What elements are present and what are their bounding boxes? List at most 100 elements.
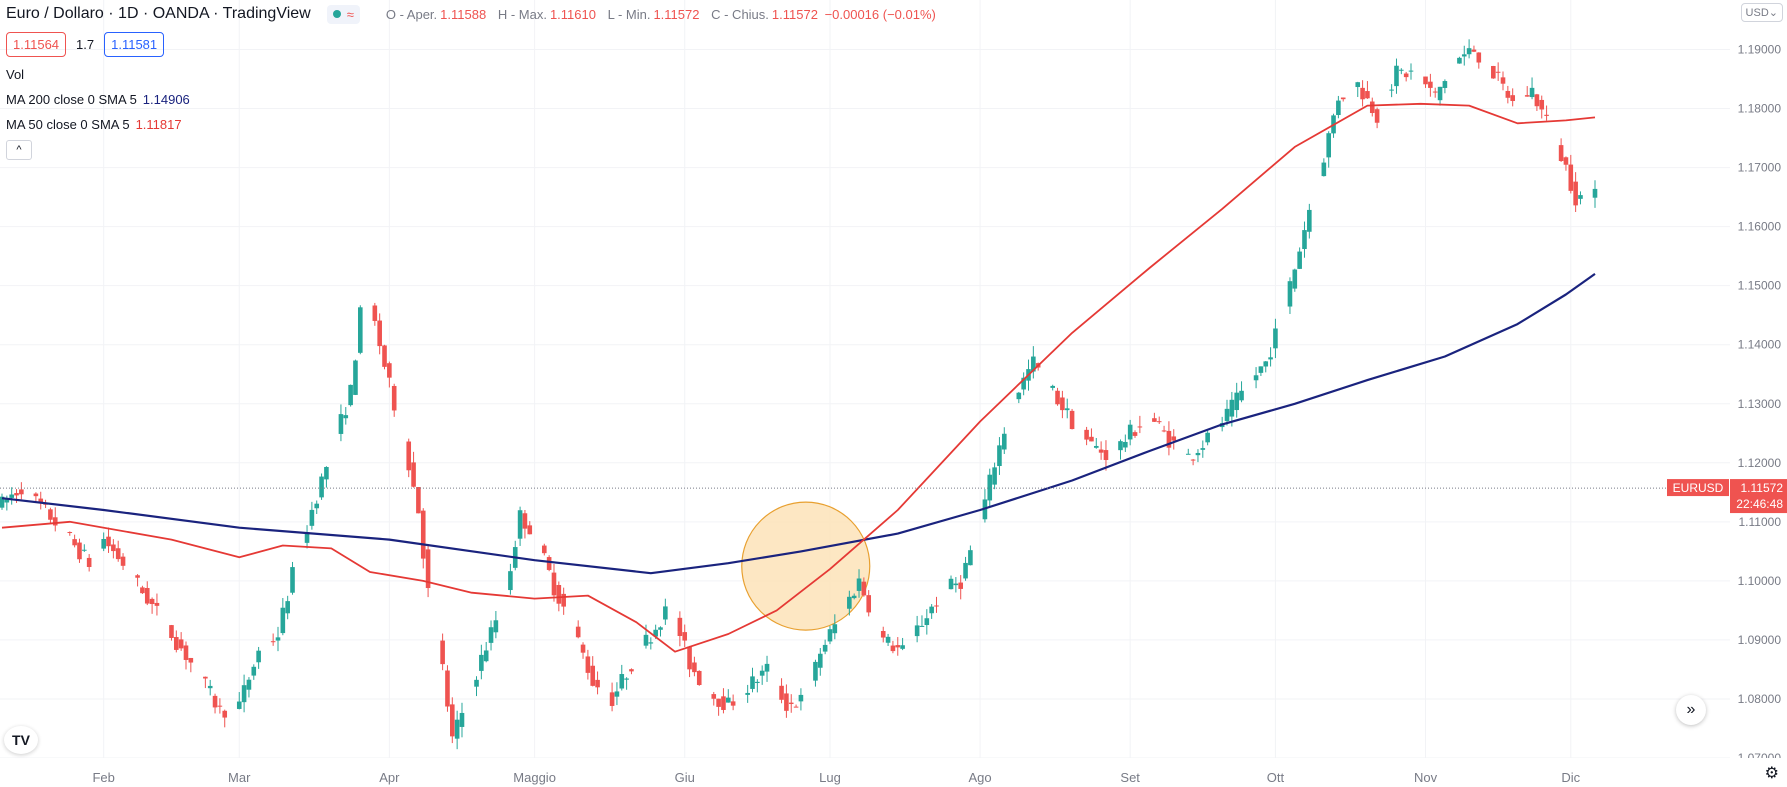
price-tick-label: 1.15000 bbox=[1738, 279, 1782, 293]
candle-body bbox=[595, 679, 600, 688]
candle-body bbox=[1089, 436, 1094, 442]
time-axis: Feb Mar Apr Maggio Giu Lug Ago Set Ott Nov Dic bbox=[0, 758, 1787, 787]
candle-body bbox=[953, 583, 959, 586]
candle-body bbox=[924, 618, 930, 626]
candle-body bbox=[1389, 89, 1394, 91]
candle-body bbox=[822, 644, 828, 652]
candle-body bbox=[1369, 101, 1375, 114]
candle-body bbox=[169, 625, 174, 638]
price-tick-label: 1.12000 bbox=[1738, 456, 1782, 470]
market-status[interactable]: ≈ bbox=[326, 4, 360, 24]
time-tick-label: Nov bbox=[1414, 770, 1438, 785]
candle-body bbox=[14, 493, 19, 496]
study-ma200[interactable]: MA 200 close 0 SMA 5 1.14906 bbox=[6, 92, 936, 107]
study-vol[interactable]: Vol bbox=[6, 67, 25, 82]
time-tick-label: Ago bbox=[969, 770, 992, 785]
candle-body bbox=[1326, 133, 1331, 158]
study-ma50[interactable]: MA 50 close 0 SMA 5 1.11817 bbox=[6, 117, 936, 132]
candle-body bbox=[1592, 188, 1598, 198]
candle-body bbox=[561, 593, 566, 607]
candle-body bbox=[382, 345, 387, 367]
ma200-line bbox=[1, 273, 1596, 575]
price-tick-label: 1.16000 bbox=[1738, 220, 1782, 234]
candle-body bbox=[212, 695, 218, 708]
candle-body bbox=[856, 578, 862, 591]
candle-body bbox=[687, 646, 692, 670]
candle-body bbox=[755, 681, 760, 684]
candle-body bbox=[353, 360, 358, 395]
price-tick-label: 1.08000 bbox=[1738, 692, 1782, 706]
bar-countdown: 22:46:48 bbox=[1736, 497, 1783, 511]
candle-body bbox=[750, 676, 755, 689]
candle-body bbox=[692, 662, 697, 673]
low-label: L - Min. bbox=[607, 6, 651, 22]
candle-body bbox=[1544, 114, 1549, 116]
candle-body bbox=[1050, 385, 1056, 388]
candle-body bbox=[1321, 162, 1327, 177]
candle-body bbox=[817, 653, 823, 668]
price-tick-label: 1.09000 bbox=[1738, 633, 1782, 647]
candle-body bbox=[1355, 82, 1361, 88]
candle-body bbox=[1476, 52, 1482, 63]
gear-icon[interactable]: ⚙ bbox=[1764, 765, 1779, 782]
candle-body bbox=[72, 539, 77, 546]
candle-body bbox=[847, 596, 852, 609]
time-tick-label: Apr bbox=[379, 770, 400, 785]
candle-body bbox=[556, 585, 562, 604]
candle-body bbox=[450, 704, 455, 737]
collapse-legend-button[interactable]: ^ bbox=[6, 140, 32, 160]
candle-body bbox=[1297, 251, 1302, 269]
candle-body bbox=[411, 462, 416, 487]
candle-body bbox=[183, 645, 189, 660]
scroll-to-realtime-button[interactable]: » bbox=[1676, 695, 1706, 725]
candle-body bbox=[1195, 452, 1201, 456]
candle-body bbox=[1166, 430, 1172, 448]
candle-body bbox=[275, 637, 281, 641]
candle-body bbox=[1394, 65, 1399, 87]
candle-body bbox=[914, 625, 920, 637]
candle-body bbox=[377, 320, 382, 347]
candle-body bbox=[648, 642, 654, 644]
candle-body bbox=[725, 697, 731, 703]
candle-body bbox=[677, 617, 683, 636]
candle-body bbox=[900, 645, 905, 649]
sell-button[interactable]: 1.11564 bbox=[6, 32, 67, 57]
candle-body bbox=[425, 549, 431, 589]
candle-body bbox=[987, 474, 993, 501]
price-tick-label: 1.11000 bbox=[1739, 515, 1782, 529]
candle-body bbox=[1408, 70, 1414, 72]
candle-body bbox=[416, 487, 421, 514]
candle-body bbox=[256, 650, 261, 663]
candle-body bbox=[445, 670, 450, 707]
tradingview-logo-icon[interactable]: TV bbox=[4, 726, 38, 754]
price-tick-label: 1.19000 bbox=[1738, 43, 1782, 57]
ma50-value: 1.11817 bbox=[135, 117, 182, 132]
price-tag-value: 1.11572 bbox=[1741, 481, 1784, 495]
candle-body bbox=[1573, 181, 1578, 206]
currency-button[interactable]: USD⌄ bbox=[1740, 3, 1783, 22]
candle-body bbox=[1055, 390, 1060, 405]
time-tick-label: Set bbox=[1120, 770, 1140, 785]
candle-body bbox=[1127, 424, 1133, 440]
candle-body bbox=[575, 626, 581, 638]
candle-body bbox=[4, 499, 10, 503]
currency-label: USD bbox=[1745, 7, 1769, 19]
price-tag: EURUSD 1.11572 22:46:48 bbox=[1667, 479, 1787, 514]
candle-body bbox=[1510, 95, 1515, 102]
buy-button[interactable]: 1.11581 bbox=[104, 32, 165, 57]
candle-body bbox=[1442, 81, 1448, 88]
candle-body bbox=[1229, 399, 1235, 417]
candle-body bbox=[1287, 281, 1293, 307]
candle-body bbox=[101, 538, 106, 549]
candle-body bbox=[721, 696, 726, 710]
candle-body bbox=[658, 627, 663, 630]
candle-body bbox=[1428, 81, 1433, 88]
candle-body bbox=[207, 685, 213, 689]
close-value: 1.11572 bbox=[771, 6, 818, 22]
candle-body bbox=[314, 503, 320, 509]
symbol-title[interactable]: Euro / Dollaro · 1D · OANDA · TradingVie… bbox=[6, 5, 311, 22]
candle-body bbox=[1437, 86, 1443, 101]
candle-body bbox=[934, 605, 939, 607]
candle-body bbox=[1263, 361, 1269, 367]
